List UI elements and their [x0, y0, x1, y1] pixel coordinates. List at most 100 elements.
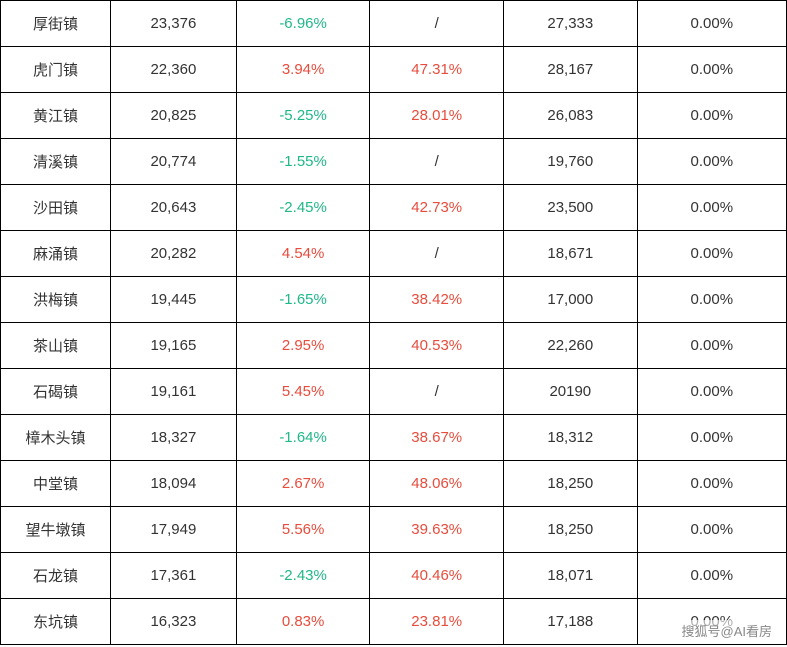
town-name-cell: 樟木头镇 [1, 415, 111, 461]
percent3-cell: 0.00% [637, 277, 786, 323]
table-row: 望牛墩镇17,9495.56%39.63%18,2500.00% [1, 507, 787, 553]
percent3-cell: 0.00% [637, 415, 786, 461]
percent2-cell: 23.81% [370, 599, 504, 645]
percent1-cell: -1.65% [236, 277, 370, 323]
value2-cell: 17,000 [504, 277, 638, 323]
value2-cell: 28,167 [504, 47, 638, 93]
table-row: 茶山镇19,1652.95%40.53%22,2600.00% [1, 323, 787, 369]
percent2-cell: 40.53% [370, 323, 504, 369]
data-table: 厚街镇23,376-6.96%/27,3330.00%虎门镇22,3603.94… [0, 0, 787, 645]
table-row: 石龙镇17,361-2.43%40.46%18,0710.00% [1, 553, 787, 599]
percent2-cell: / [370, 369, 504, 415]
percent3-cell: 0.00% [637, 461, 786, 507]
value2-cell: 18,250 [504, 507, 638, 553]
percent3-cell: 0.00% [637, 1, 786, 47]
percent2-cell: 48.06% [370, 461, 504, 507]
percent3-cell: 0.00% [637, 93, 786, 139]
percent2-cell: 38.67% [370, 415, 504, 461]
percent1-cell: 2.95% [236, 323, 370, 369]
town-name-cell: 麻涌镇 [1, 231, 111, 277]
town-name-cell: 中堂镇 [1, 461, 111, 507]
value1-cell: 18,327 [111, 415, 237, 461]
percent3-cell: 0.00% [637, 47, 786, 93]
value1-cell: 17,949 [111, 507, 237, 553]
percent3-cell: 0.00% [637, 553, 786, 599]
town-name-cell: 黄江镇 [1, 93, 111, 139]
percent2-cell: 47.31% [370, 47, 504, 93]
table-row: 虎门镇22,3603.94%47.31%28,1670.00% [1, 47, 787, 93]
percent3-cell: 0.00% [637, 323, 786, 369]
percent2-cell: 39.63% [370, 507, 504, 553]
town-name-cell: 茶山镇 [1, 323, 111, 369]
value2-cell: 26,083 [504, 93, 638, 139]
value2-cell: 23,500 [504, 185, 638, 231]
percent1-cell: -2.43% [236, 553, 370, 599]
percent1-cell: 2.67% [236, 461, 370, 507]
table-row: 中堂镇18,0942.67%48.06%18,2500.00% [1, 461, 787, 507]
table-row: 黄江镇20,825-5.25%28.01%26,0830.00% [1, 93, 787, 139]
table-row: 樟木头镇18,327-1.64%38.67%18,3120.00% [1, 415, 787, 461]
table-row: 东坑镇16,3230.83%23.81%17,1880.00% [1, 599, 787, 645]
value1-cell: 22,360 [111, 47, 237, 93]
watermark-text: 搜狐号@AI看房 [679, 620, 775, 641]
percent3-cell: 0.00% [637, 507, 786, 553]
town-name-cell: 厚街镇 [1, 1, 111, 47]
town-name-cell: 虎门镇 [1, 47, 111, 93]
value2-cell: 18,312 [504, 415, 638, 461]
value1-cell: 20,774 [111, 139, 237, 185]
table-row: 洪梅镇19,445-1.65%38.42%17,0000.00% [1, 277, 787, 323]
value2-cell: 20190 [504, 369, 638, 415]
percent2-cell: 40.46% [370, 553, 504, 599]
percent2-cell: / [370, 1, 504, 47]
percent3-cell: 0.00% [637, 185, 786, 231]
table-row: 清溪镇20,774-1.55%/19,7600.00% [1, 139, 787, 185]
value1-cell: 23,376 [111, 1, 237, 47]
value1-cell: 20,282 [111, 231, 237, 277]
percent1-cell: 5.45% [236, 369, 370, 415]
town-name-cell: 清溪镇 [1, 139, 111, 185]
value1-cell: 19,165 [111, 323, 237, 369]
value2-cell: 18,071 [504, 553, 638, 599]
percent3-cell: 0.00% [637, 231, 786, 277]
value2-cell: 27,333 [504, 1, 638, 47]
percent1-cell: 4.54% [236, 231, 370, 277]
value1-cell: 16,323 [111, 599, 237, 645]
percent1-cell: -5.25% [236, 93, 370, 139]
percent1-cell: 3.94% [236, 47, 370, 93]
town-name-cell: 东坑镇 [1, 599, 111, 645]
value2-cell: 18,671 [504, 231, 638, 277]
percent1-cell: -1.55% [236, 139, 370, 185]
value2-cell: 19,760 [504, 139, 638, 185]
value2-cell: 22,260 [504, 323, 638, 369]
percent1-cell: -2.45% [236, 185, 370, 231]
value1-cell: 17,361 [111, 553, 237, 599]
percent2-cell: 42.73% [370, 185, 504, 231]
value2-cell: 17,188 [504, 599, 638, 645]
value2-cell: 18,250 [504, 461, 638, 507]
percent1-cell: 0.83% [236, 599, 370, 645]
percent1-cell: -1.64% [236, 415, 370, 461]
value1-cell: 19,445 [111, 277, 237, 323]
value1-cell: 20,825 [111, 93, 237, 139]
table-row: 石碣镇19,1615.45%/201900.00% [1, 369, 787, 415]
percent2-cell: 38.42% [370, 277, 504, 323]
town-name-cell: 石龙镇 [1, 553, 111, 599]
town-name-cell: 石碣镇 [1, 369, 111, 415]
table-row: 麻涌镇20,2824.54%/18,6710.00% [1, 231, 787, 277]
table-row: 沙田镇20,643-2.45%42.73%23,5000.00% [1, 185, 787, 231]
town-name-cell: 洪梅镇 [1, 277, 111, 323]
percent2-cell: 28.01% [370, 93, 504, 139]
town-name-cell: 沙田镇 [1, 185, 111, 231]
percent1-cell: 5.56% [236, 507, 370, 553]
percent3-cell: 0.00% [637, 369, 786, 415]
percent2-cell: / [370, 139, 504, 185]
value1-cell: 18,094 [111, 461, 237, 507]
value1-cell: 20,643 [111, 185, 237, 231]
percent1-cell: -6.96% [236, 1, 370, 47]
table-row: 厚街镇23,376-6.96%/27,3330.00% [1, 1, 787, 47]
percent3-cell: 0.00% [637, 139, 786, 185]
town-name-cell: 望牛墩镇 [1, 507, 111, 553]
percent2-cell: / [370, 231, 504, 277]
value1-cell: 19,161 [111, 369, 237, 415]
table-body: 厚街镇23,376-6.96%/27,3330.00%虎门镇22,3603.94… [1, 1, 787, 645]
